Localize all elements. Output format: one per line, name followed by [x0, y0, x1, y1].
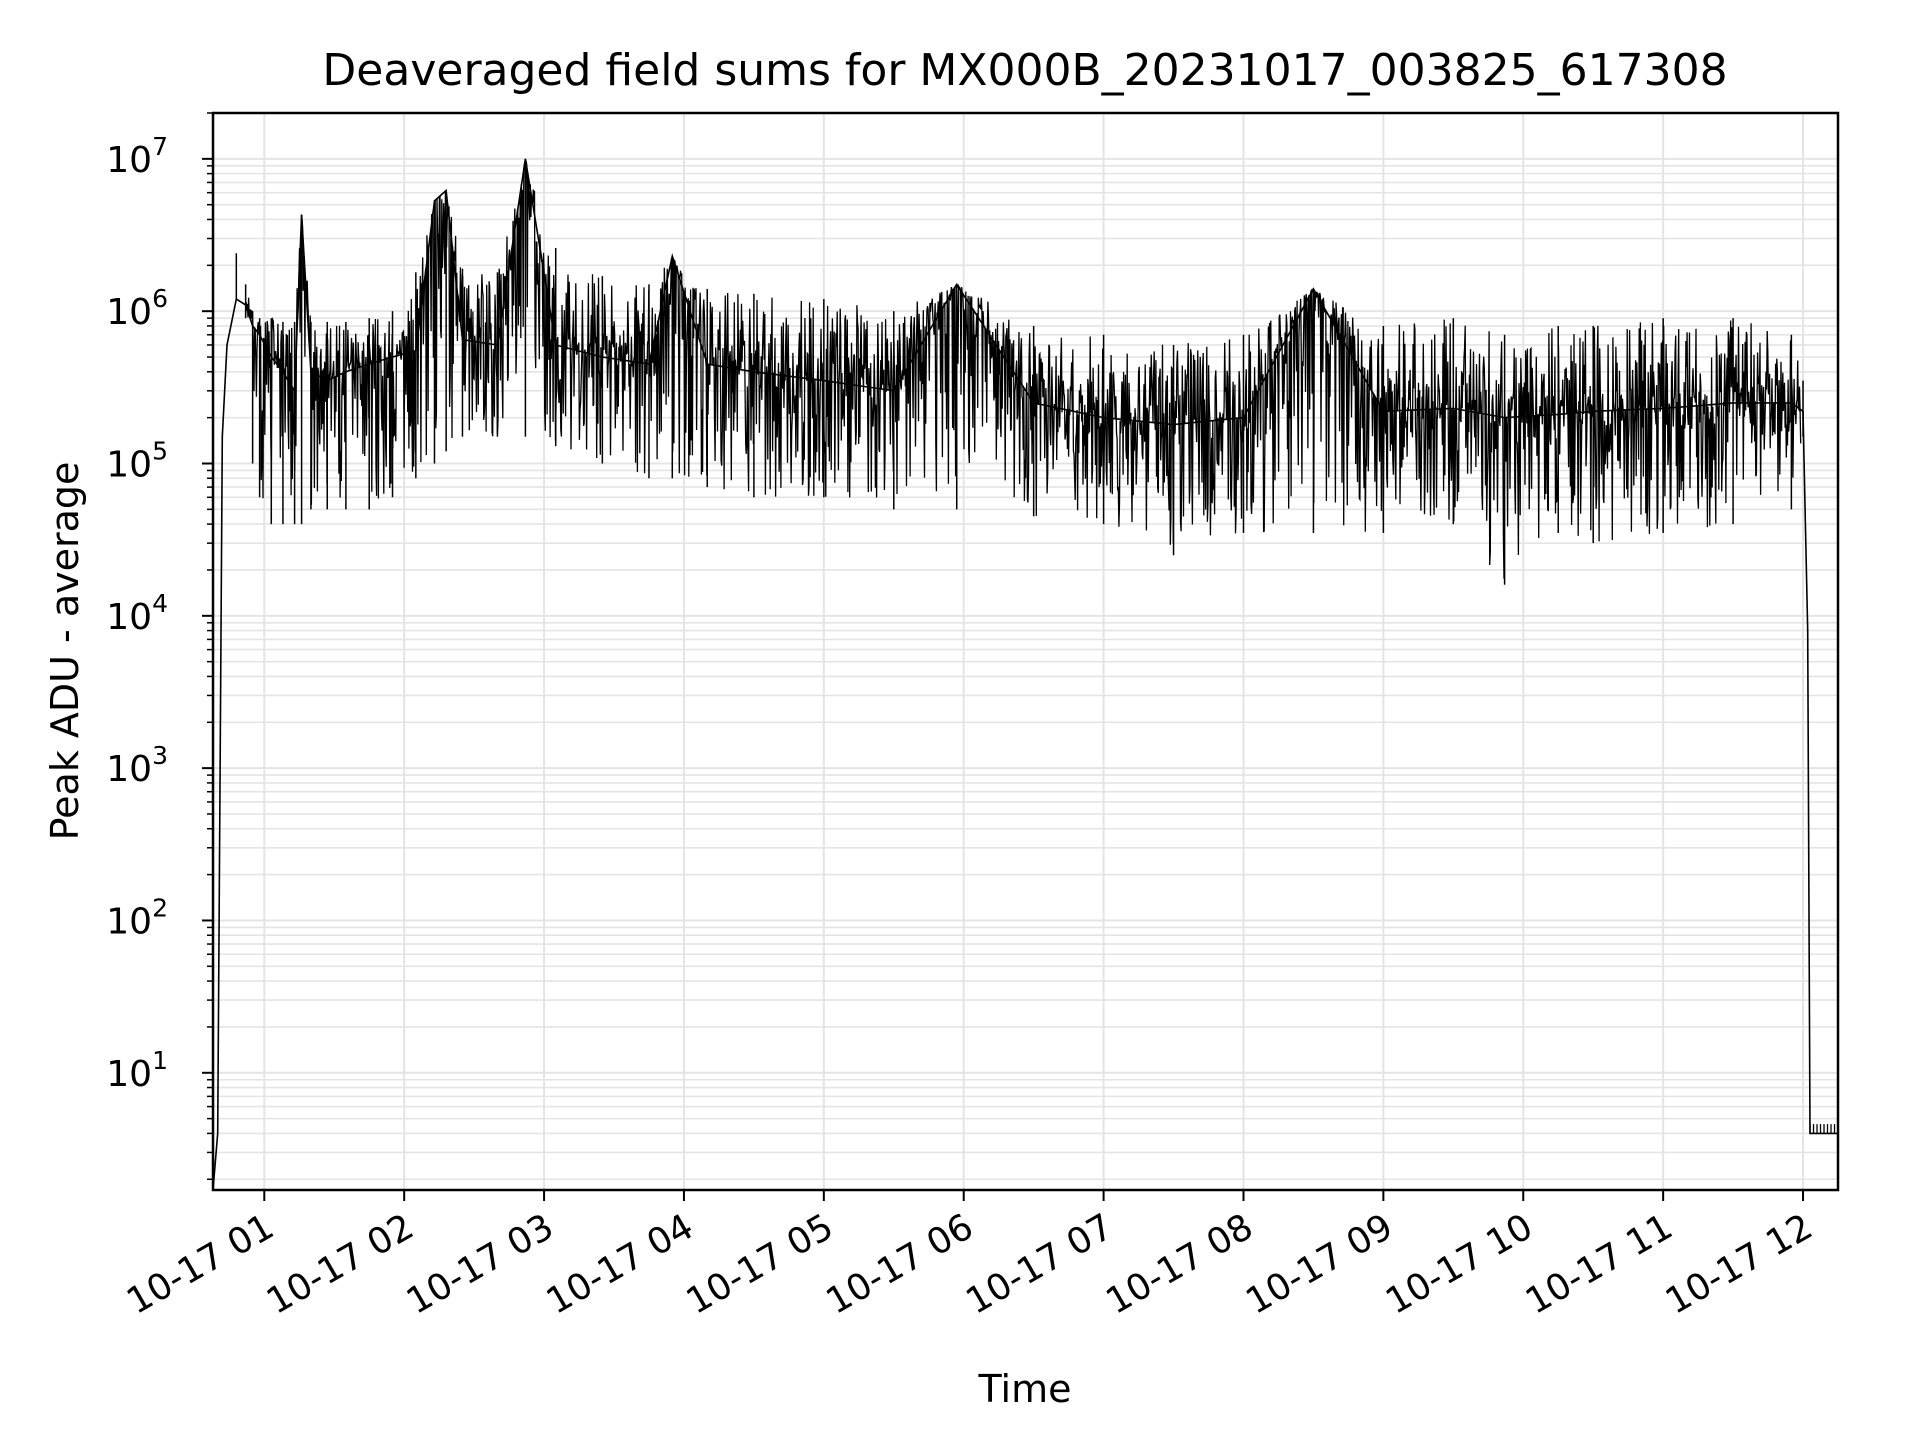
- y-tick-label: 105: [106, 436, 168, 485]
- y-tick-label: 102: [106, 893, 168, 942]
- series-noise-trace: [244, 161, 1802, 579]
- y-axis-label: Peak ADU - average: [43, 462, 87, 841]
- y-tick-base: 10: [106, 901, 152, 942]
- plot-frame: [211, 111, 1840, 1192]
- y-tick-label: 107: [106, 132, 168, 181]
- y-tick-base: 10: [106, 1054, 152, 1095]
- y-tick-exponent: 2: [152, 893, 168, 922]
- y-tick-exponent: 5: [152, 436, 168, 465]
- y-tick-exponent: 4: [152, 589, 168, 618]
- y-tick-base: 10: [106, 444, 152, 485]
- y-tick-exponent: 3: [152, 741, 168, 770]
- series-line: [212, 158, 1838, 1191]
- chart-title: Deaveraged field sums for MX000B_2023101…: [322, 45, 1727, 96]
- x-axis-label: Time: [978, 1367, 1072, 1411]
- y-tick-label: 106: [106, 284, 168, 333]
- grid: [213, 112, 1838, 1190]
- y-tick-base: 10: [106, 597, 152, 638]
- y-tick-base: 10: [106, 292, 152, 333]
- y-tick-exponent: 7: [152, 132, 168, 161]
- y-tick-base: 10: [106, 140, 152, 181]
- y-tick-label: 103: [106, 741, 168, 790]
- y-tick-label: 101: [106, 1046, 168, 1095]
- y-tick-label: 104: [106, 589, 168, 638]
- y-tick-exponent: 1: [152, 1046, 168, 1075]
- y-tick-base: 10: [106, 749, 152, 790]
- data-layer: [212, 158, 1838, 1191]
- y-tick-exponent: 6: [152, 284, 168, 313]
